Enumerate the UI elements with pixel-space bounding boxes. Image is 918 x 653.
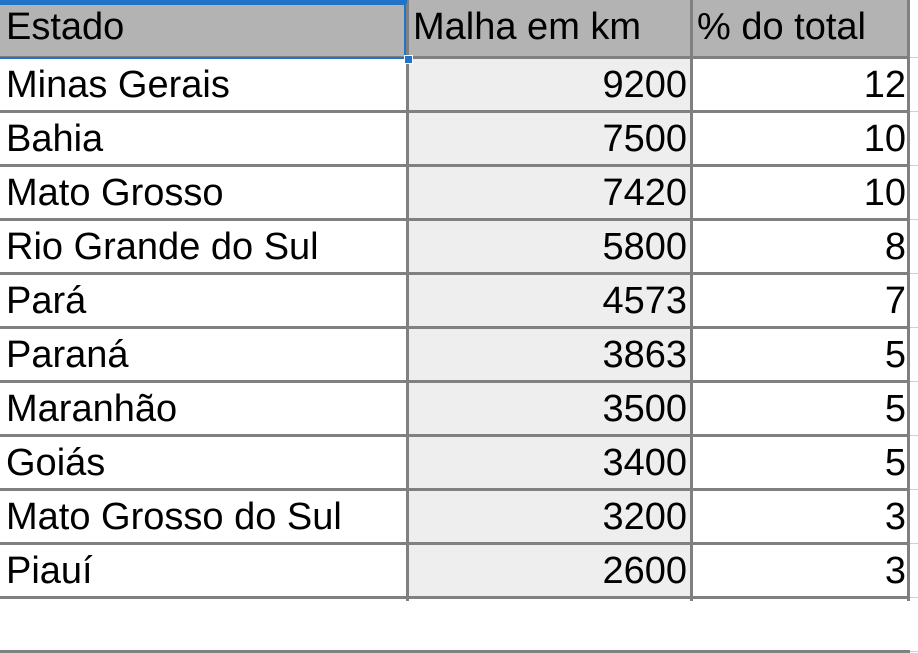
fill-handle[interactable] (404, 55, 413, 64)
row-gridline (0, 596, 910, 599)
cell-estado[interactable]: Bahia (6, 118, 104, 160)
cell-pct[interactable]: 8 (884, 226, 906, 268)
row-gridline (0, 218, 910, 221)
cell-estado[interactable]: Piauí (6, 550, 93, 592)
cell-malha[interactable]: 3863 (407, 328, 691, 382)
header-cell-pct[interactable]: % do total (691, 0, 910, 58)
row-gridline (0, 272, 910, 275)
row-gridline-light (910, 597, 918, 598)
cell-pct[interactable]: 10 (863, 172, 906, 214)
row-gridline (0, 380, 910, 383)
row-gridline (0, 542, 910, 545)
cell-pct[interactable]: 10 (863, 118, 906, 160)
row-gridline-light (910, 273, 918, 274)
cell-pct[interactable]: 3 (884, 550, 906, 592)
cell-estado[interactable]: Rio Grande do Sul (6, 226, 319, 268)
row-gridline-light (910, 57, 918, 58)
cell-malha[interactable]: 3400 (407, 436, 691, 490)
cell-pct[interactable]: 5 (884, 442, 906, 484)
cell-estado[interactable]: Mato Grosso (6, 172, 224, 214)
cell-pct[interactable]: 12 (863, 64, 906, 106)
row-gridline-light (910, 327, 918, 328)
cell-malha[interactable]: 7420 (407, 166, 691, 220)
row-gridline-light (910, 111, 918, 112)
cell-malha[interactable]: 3200 (407, 490, 691, 544)
header-cell-estado[interactable]: Estado (0, 0, 407, 58)
cell-estado[interactable]: Paraná (6, 334, 129, 376)
row-gridline (0, 56, 910, 59)
cell-malha[interactable]: 7500 (407, 112, 691, 166)
row-gridline-light (910, 543, 918, 544)
selection-column-indicator (0, 0, 407, 4)
row-gridline-light (910, 489, 918, 490)
cell-selection-border (0, 3, 406, 59)
cell-pct[interactable]: 3 (884, 496, 906, 538)
cell-estado[interactable]: Minas Gerais (6, 64, 230, 106)
cell-malha[interactable]: 4573 (407, 274, 691, 328)
cell-malha[interactable]: 2600 (407, 544, 691, 598)
row-gridline (0, 434, 910, 437)
cell-malha[interactable]: 9200 (407, 58, 691, 112)
cell-estado[interactable]: Pará (6, 280, 87, 322)
row-gridline-light (910, 651, 918, 652)
row-gridline-light (910, 381, 918, 382)
cell-pct[interactable]: 5 (884, 388, 906, 430)
cell-estado[interactable]: Mato Grosso do Sul (6, 496, 342, 538)
header-cell-malha[interactable]: Malha em km (407, 0, 691, 58)
cell-malha[interactable]: 3500 (407, 382, 691, 436)
row-gridline (0, 488, 910, 491)
row-gridline-light (910, 219, 918, 220)
column-gridline (907, 0, 910, 601)
row-gridline (0, 164, 910, 167)
cell-malha[interactable]: 5800 (407, 220, 691, 274)
column-gridline (690, 0, 693, 601)
cell-estado[interactable]: Goiás (6, 442, 106, 484)
row-gridline-light (910, 165, 918, 166)
row-gridline (0, 110, 910, 113)
row-gridline (0, 326, 910, 329)
row-gridline-light (910, 435, 918, 436)
cell-pct[interactable]: 5 (884, 334, 906, 376)
cell-estado[interactable]: Maranhão (6, 388, 178, 430)
column-gridline (406, 0, 409, 601)
cell-pct[interactable]: 7 (884, 280, 906, 322)
